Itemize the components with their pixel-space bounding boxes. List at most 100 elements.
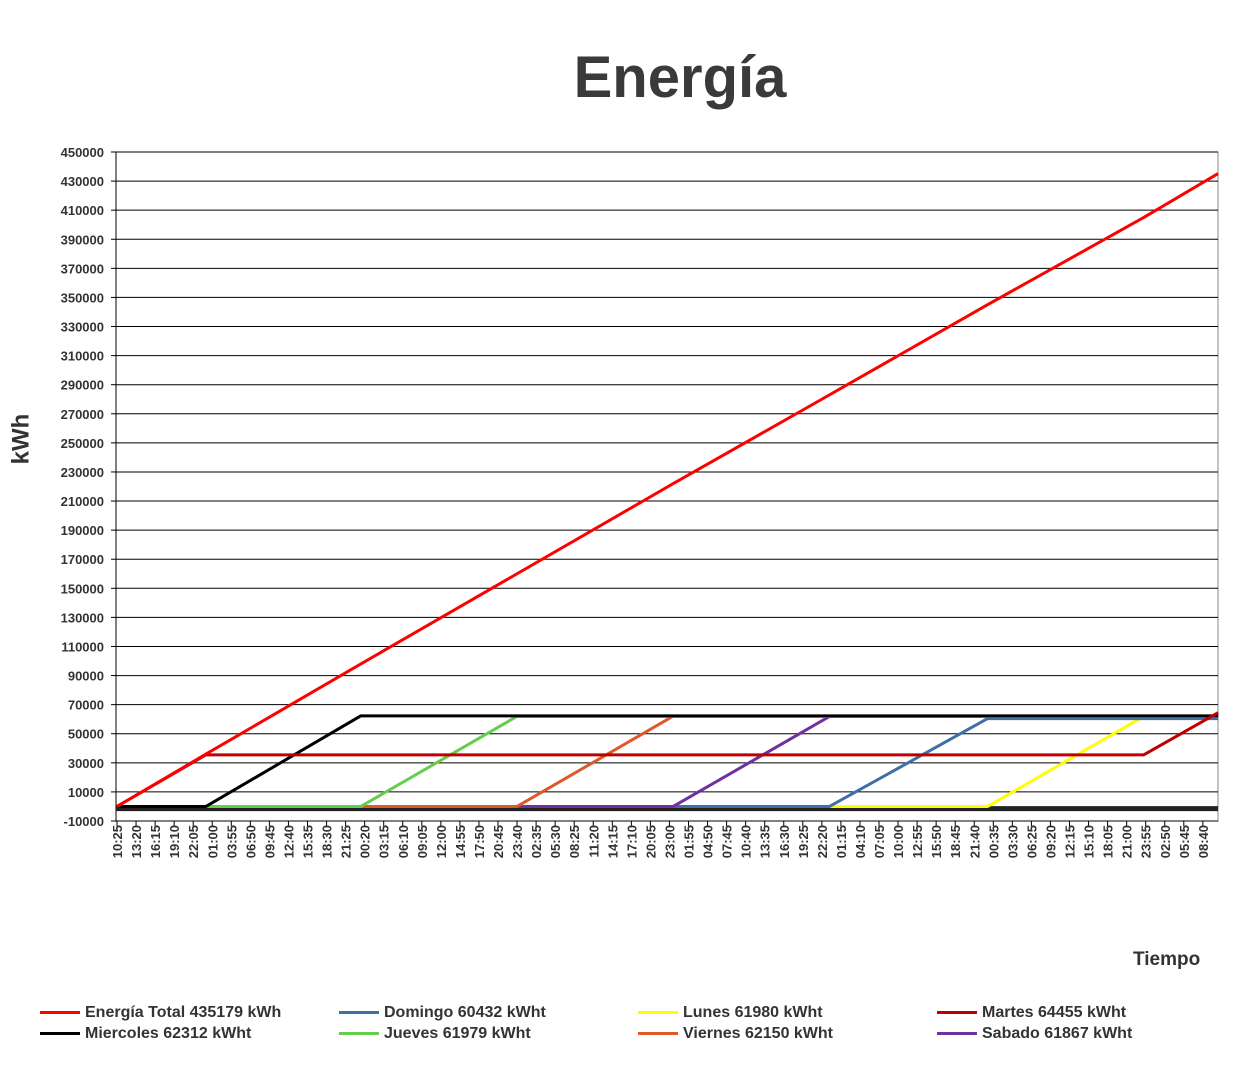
- legend-swatch: [937, 1011, 977, 1014]
- x-tick-label: 15:35: [301, 825, 316, 858]
- x-tick-label: 15:50: [929, 825, 944, 858]
- legend-label: Energía Total 435179 kWh: [85, 1003, 282, 1021]
- x-tick-label: 05:30: [548, 825, 563, 858]
- y-tick-label: 290000: [61, 378, 104, 393]
- x-tick-label: 20:05: [643, 825, 658, 858]
- x-tick-label: 20:45: [491, 825, 506, 858]
- x-tick-label: 18:30: [320, 825, 335, 858]
- legend-swatch: [937, 1032, 977, 1035]
- x-tick-label: 13:20: [129, 825, 144, 858]
- x-tick-label: 23:55: [1139, 825, 1154, 858]
- chart-title: Energía: [573, 45, 787, 110]
- legend-swatch: [339, 1011, 379, 1014]
- series-line-2: [673, 714, 1219, 808]
- x-tick-label: 03:55: [224, 825, 239, 858]
- legend-item: Miercoles 62312 kWht: [40, 1025, 339, 1042]
- y-tick-label: -10000: [64, 814, 104, 829]
- legend-item: Martes 64455 kWht: [937, 1004, 1236, 1021]
- y-tick-label: 90000: [68, 669, 104, 684]
- x-tick-label: 23:00: [662, 825, 677, 858]
- x-tick-label: 02:50: [1158, 825, 1173, 858]
- x-tick-label: 04:10: [853, 825, 868, 858]
- x-tick-label: 00:20: [358, 825, 373, 858]
- x-tick-label: 03:15: [377, 825, 392, 858]
- x-tick-label: 08:40: [1196, 825, 1211, 858]
- legend-item: Jueves 61979 kWht: [339, 1025, 638, 1042]
- x-tick-label: 16:15: [148, 825, 163, 858]
- legend: Energía Total 435179 kWh Domingo 60432 kW…: [40, 1004, 1240, 1042]
- legend-swatch: [40, 1032, 80, 1035]
- x-tick-label: 12:55: [910, 825, 925, 858]
- legend-item: Lunes 61980 kWht: [638, 1004, 937, 1021]
- legend-item: Domingo 60432 kWht: [339, 1004, 638, 1021]
- x-tick-label: 01:00: [205, 825, 220, 858]
- y-tick-label: 130000: [61, 610, 104, 625]
- y-tick-label: 70000: [68, 698, 104, 713]
- legend-label: Martes 64455 kWht: [982, 1003, 1127, 1021]
- x-tick-label: 19:25: [796, 825, 811, 858]
- x-tick-label: 07:45: [720, 825, 735, 858]
- x-tick-label: 09:20: [1043, 825, 1058, 858]
- x-tick-label: 06:50: [243, 825, 258, 858]
- y-tick-label: 150000: [61, 581, 104, 596]
- y-tick-label: 310000: [61, 349, 104, 364]
- legend-swatch: [638, 1032, 678, 1035]
- x-tick-label: 12:00: [434, 825, 449, 858]
- x-tick-label: 09:05: [415, 825, 430, 858]
- x-tick-label: 23:40: [510, 825, 525, 858]
- x-tick-label: 10:25: [110, 825, 125, 858]
- x-tick-label: 18:05: [1101, 825, 1116, 858]
- legend-item: Viernes 62150 kWht: [638, 1025, 937, 1042]
- legend-label: Miercoles 62312 kWht: [85, 1024, 252, 1042]
- y-tick-label: 190000: [61, 523, 104, 538]
- legend-label: Viernes 62150 kWht: [683, 1024, 834, 1042]
- x-tick-label: 14:15: [605, 825, 620, 858]
- legend-swatch: [638, 1011, 678, 1014]
- x-tick-label: 14:55: [453, 825, 468, 858]
- x-tick-label: 18:45: [948, 825, 963, 858]
- x-tick-label: 13:35: [758, 825, 773, 858]
- x-tick-label: 09:45: [262, 825, 277, 858]
- y-tick-label: 170000: [61, 552, 104, 567]
- y-tick-label: 410000: [61, 203, 104, 218]
- x-tick-label: 22:05: [186, 825, 201, 858]
- x-tick-label: 06:10: [396, 825, 411, 858]
- x-tick-label: 21:00: [1120, 825, 1135, 858]
- x-tick-label: 03:30: [1005, 825, 1020, 858]
- legend-item: Sabado 61867 kWht: [937, 1025, 1236, 1042]
- y-tick-label: 30000: [68, 756, 104, 771]
- legend-swatch: [339, 1032, 379, 1035]
- legend-label: Domingo 60432 kWht: [384, 1003, 546, 1021]
- x-tick-label: 15:10: [1082, 825, 1097, 858]
- y-tick-label: 330000: [61, 320, 104, 335]
- x-tick-label: 16:30: [777, 825, 792, 858]
- y-tick-label: 10000: [68, 785, 104, 800]
- x-tick-label: 02:35: [529, 825, 544, 858]
- y-tick-label: 390000: [61, 232, 104, 247]
- y-tick-label: 450000: [61, 145, 104, 160]
- y-tick-label: 210000: [61, 494, 104, 509]
- y-tick-label: 230000: [61, 465, 104, 480]
- x-tick-label: 10:40: [739, 825, 754, 858]
- legend-item: Energía Total 435179 kWh: [40, 1004, 339, 1021]
- series-line-0: [116, 172, 1219, 808]
- x-tick-label: 07:05: [872, 825, 887, 858]
- legend-label: Sabado 61867 kWht: [982, 1024, 1133, 1042]
- x-tick-label: 04:50: [701, 825, 716, 858]
- x-tick-label: 17:10: [624, 825, 639, 858]
- x-tick-label: 19:10: [167, 825, 182, 858]
- x-tick-label: 12:15: [1063, 825, 1078, 858]
- legend-label: Lunes 61980 kWht: [683, 1003, 823, 1021]
- y-tick-label: 370000: [61, 261, 104, 276]
- x-tick-label: 12:40: [281, 825, 296, 858]
- x-tick-label: 08:25: [567, 825, 582, 858]
- y-tick-label: 250000: [61, 436, 104, 451]
- x-tick-label: 01:15: [834, 825, 849, 858]
- x-tick-label: 10:00: [891, 825, 906, 858]
- x-tick-label: 22:20: [815, 825, 830, 858]
- x-tick-label: 17:50: [472, 825, 487, 858]
- x-tick-label: 00:35: [986, 825, 1001, 858]
- x-tick-label: 21:25: [339, 825, 354, 858]
- series-line-4: [117, 714, 1219, 808]
- y-tick-label: 270000: [61, 407, 104, 422]
